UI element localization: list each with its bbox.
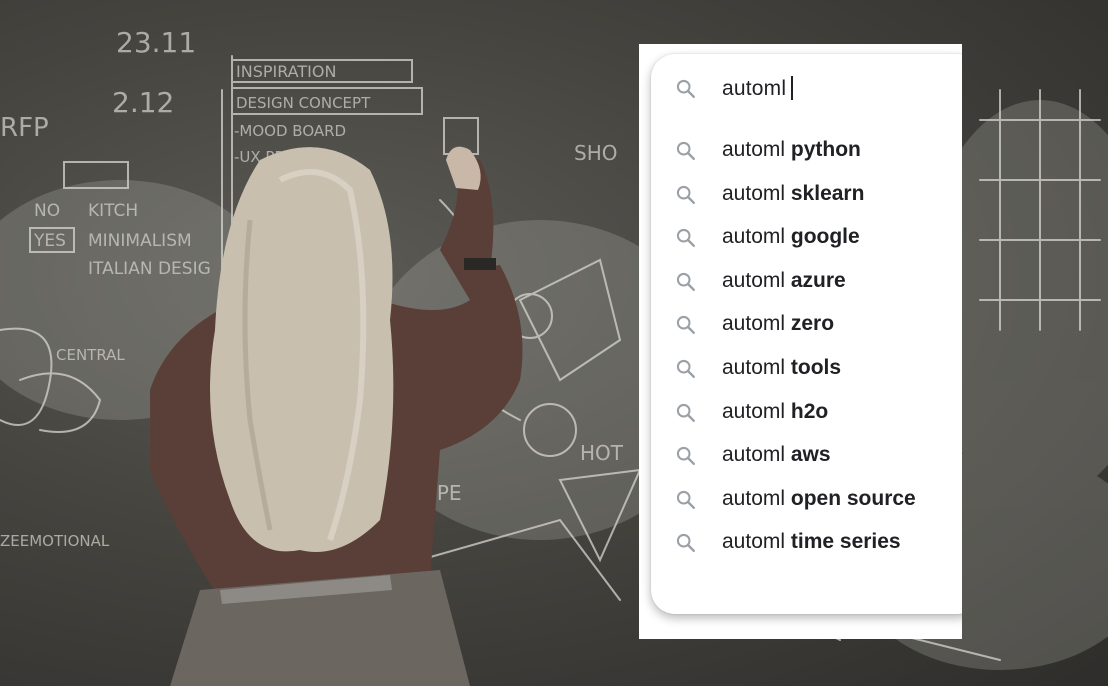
suggestion-item[interactable]: automl aws <box>651 434 962 478</box>
suggestion-item[interactable]: automl google <box>651 216 962 260</box>
suggestion-completion: sklearn <box>790 181 865 205</box>
suggestion-text: automl h2o <box>722 400 828 424</box>
chalk-text: ZEEMOTIONAL <box>0 532 110 550</box>
suggestion-item[interactable]: automl h2o <box>651 391 962 435</box>
suggestion-completion: h2o <box>790 399 829 423</box>
chalk-text: NO <box>34 201 60 221</box>
suggestion-text: automl aws <box>722 443 831 467</box>
search-icon <box>675 140 697 162</box>
suggestion-completion: azure <box>790 268 846 292</box>
search-icon <box>675 78 697 100</box>
suggestion-item[interactable]: automl sklearn <box>651 173 962 217</box>
suggestion-completion: open source <box>790 486 916 510</box>
search-icon <box>675 445 697 467</box>
suggestion-prefix: automl <box>722 443 786 467</box>
suggestion-text: automl tools <box>722 356 841 380</box>
search-input[interactable]: automl <box>722 76 793 101</box>
suggestion-text: automl open source <box>722 487 916 511</box>
search-icon <box>675 227 697 249</box>
chalk-text: HOT <box>580 441 624 465</box>
chalk-text: ITALIAN DESIG <box>88 259 211 279</box>
suggestion-item[interactable]: automl time series <box>651 521 962 565</box>
suggestion-item[interactable]: automl open source <box>651 478 962 522</box>
suggestion-prefix: automl <box>722 486 786 510</box>
chalk-text: CENTRAL <box>56 346 125 364</box>
suggestion-item[interactable]: automl python <box>651 129 962 173</box>
search-icon <box>675 358 697 380</box>
suggestion-text: automl azure <box>722 269 846 293</box>
suggestion-item[interactable]: automl azure <box>651 260 962 304</box>
suggestion-prefix: automl <box>722 530 786 554</box>
search-autocomplete-panel: automl automl python automl sklearn auto… <box>639 44 962 639</box>
chalk-text: YES <box>33 231 66 251</box>
suggestion-prefix: automl <box>722 312 786 336</box>
suggestion-completion: aws <box>790 443 831 467</box>
suggestion-completion: google <box>790 225 860 249</box>
search-icon <box>675 489 697 511</box>
suggestion-completion: zero <box>790 312 835 336</box>
suggestion-completion: tools <box>790 355 842 379</box>
chalk-text: 23.11 <box>116 26 196 59</box>
suggestion-text: automl python <box>722 138 861 162</box>
suggestion-completion: python <box>790 138 861 161</box>
suggestion-text: automl time series <box>722 530 901 554</box>
search-icon <box>675 532 697 554</box>
chalk-text: RFP <box>0 113 49 143</box>
search-box: automl automl python automl sklearn auto… <box>651 54 962 614</box>
suggestion-prefix: automl <box>722 138 786 161</box>
suggestion-text: automl zero <box>722 312 834 336</box>
suggestion-prefix: automl <box>722 355 786 379</box>
chalk-text: INSPIRATION <box>236 62 336 81</box>
search-query-text: automl <box>722 77 787 100</box>
suggestion-completion: time series <box>790 530 901 554</box>
person-silhouette <box>150 146 523 686</box>
search-icon <box>675 402 697 424</box>
search-icon <box>675 184 697 206</box>
suggestion-prefix: automl <box>722 399 786 423</box>
chalk-text: KITCH <box>88 201 138 221</box>
chalk-text: SHO <box>574 141 617 165</box>
suggestion-prefix: automl <box>722 225 786 249</box>
suggestion-prefix: automl <box>722 181 786 205</box>
suggestion-text: automl sklearn <box>722 182 864 206</box>
suggestion-prefix: automl <box>722 268 786 292</box>
search-icon <box>675 271 697 293</box>
suggestion-list: automl python automl sklearn automl goog… <box>651 129 962 565</box>
chalk-text: DESIGN CONCEPT <box>236 94 371 112</box>
search-icon <box>675 314 697 336</box>
suggestion-item[interactable]: automl zero <box>651 303 962 347</box>
search-input-row[interactable]: automl <box>651 54 962 124</box>
chalk-text: -MOOD BOARD <box>234 122 346 140</box>
chalk-text: 2.12 <box>112 86 174 119</box>
chalk-text: MINIMALISM <box>88 231 192 251</box>
suggestion-item[interactable]: automl tools <box>651 347 962 391</box>
text-cursor <box>791 76 793 100</box>
suggestion-text: automl google <box>722 225 860 249</box>
